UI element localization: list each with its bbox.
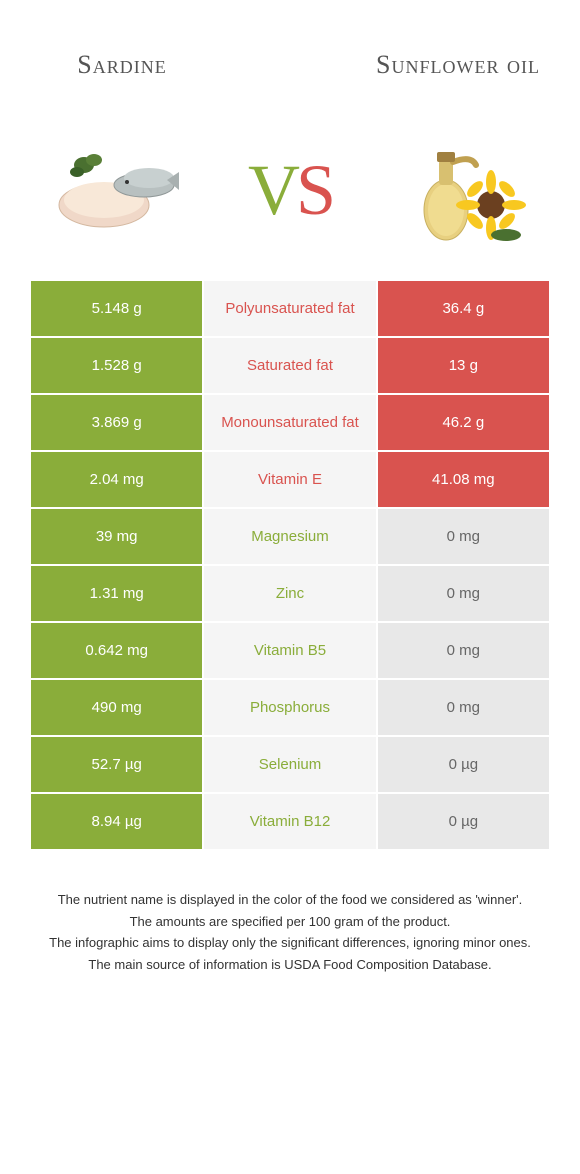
right-value-cell: 46.2 g (377, 394, 550, 451)
sunflower-oil-image (391, 130, 531, 250)
nutrient-name-cell: Saturated fat (203, 337, 376, 394)
nutrient-name-cell: Monounsaturated fat (203, 394, 376, 451)
left-value-cell: 39 mg (30, 508, 203, 565)
sardine-image (49, 130, 189, 250)
right-value-cell: 0 µg (377, 736, 550, 793)
left-value-cell: 2.04 mg (30, 451, 203, 508)
table-row: 490 mgPhosphorus0 mg (30, 679, 550, 736)
table-row: 39 mgMagnesium0 mg (30, 508, 550, 565)
table-row: 1.31 mgZinc0 mg (30, 565, 550, 622)
left-value-cell: 1.528 g (30, 337, 203, 394)
left-value-cell: 5.148 g (30, 280, 203, 337)
right-value-cell: 0 mg (377, 622, 550, 679)
table-row: 1.528 gSaturated fat13 g (30, 337, 550, 394)
vs-v-letter: V (248, 150, 296, 230)
table-row: 0.642 mgVitamin B50 mg (30, 622, 550, 679)
right-value-cell: 36.4 g (377, 280, 550, 337)
right-food-title: Sunflower oil (346, 50, 570, 80)
nutrient-name-cell: Zinc (203, 565, 376, 622)
left-value-cell: 0.642 mg (30, 622, 203, 679)
left-value-cell: 3.869 g (30, 394, 203, 451)
right-value-cell: 13 g (377, 337, 550, 394)
nutrient-name-cell: Magnesium (203, 508, 376, 565)
vs-s-letter: S (296, 150, 332, 230)
footnotes: The nutrient name is displayed in the co… (0, 850, 580, 974)
nutrient-name-cell: Vitamin B5 (203, 622, 376, 679)
right-value-cell: 0 mg (377, 565, 550, 622)
header: Sardine Sunflower oil (0, 0, 580, 120)
right-value-cell: 0 µg (377, 793, 550, 850)
vs-label: VS (248, 149, 332, 232)
table-row: 2.04 mgVitamin E41.08 mg (30, 451, 550, 508)
left-value-cell: 52.7 µg (30, 736, 203, 793)
table-row: 3.869 gMonounsaturated fat46.2 g (30, 394, 550, 451)
images-row: VS (0, 120, 580, 280)
nutrient-name-cell: Vitamin E (203, 451, 376, 508)
left-value-cell: 8.94 µg (30, 793, 203, 850)
left-food-title: Sardine (10, 50, 234, 80)
right-value-cell: 0 mg (377, 508, 550, 565)
table-row: 8.94 µgVitamin B120 µg (30, 793, 550, 850)
footnote-line: The nutrient name is displayed in the co… (40, 890, 540, 910)
right-value-cell: 41.08 mg (377, 451, 550, 508)
table-row: 52.7 µgSelenium0 µg (30, 736, 550, 793)
footnote-line: The main source of information is USDA F… (40, 955, 540, 975)
nutrient-name-cell: Selenium (203, 736, 376, 793)
comparison-table: 5.148 gPolyunsaturated fat36.4 g1.528 gS… (30, 280, 550, 850)
nutrient-name-cell: Vitamin B12 (203, 793, 376, 850)
right-value-cell: 0 mg (377, 679, 550, 736)
footnote-line: The infographic aims to display only the… (40, 933, 540, 953)
nutrient-name-cell: Phosphorus (203, 679, 376, 736)
left-value-cell: 1.31 mg (30, 565, 203, 622)
left-value-cell: 490 mg (30, 679, 203, 736)
nutrient-name-cell: Polyunsaturated fat (203, 280, 376, 337)
table-row: 5.148 gPolyunsaturated fat36.4 g (30, 280, 550, 337)
footnote-line: The amounts are specified per 100 gram o… (40, 912, 540, 932)
